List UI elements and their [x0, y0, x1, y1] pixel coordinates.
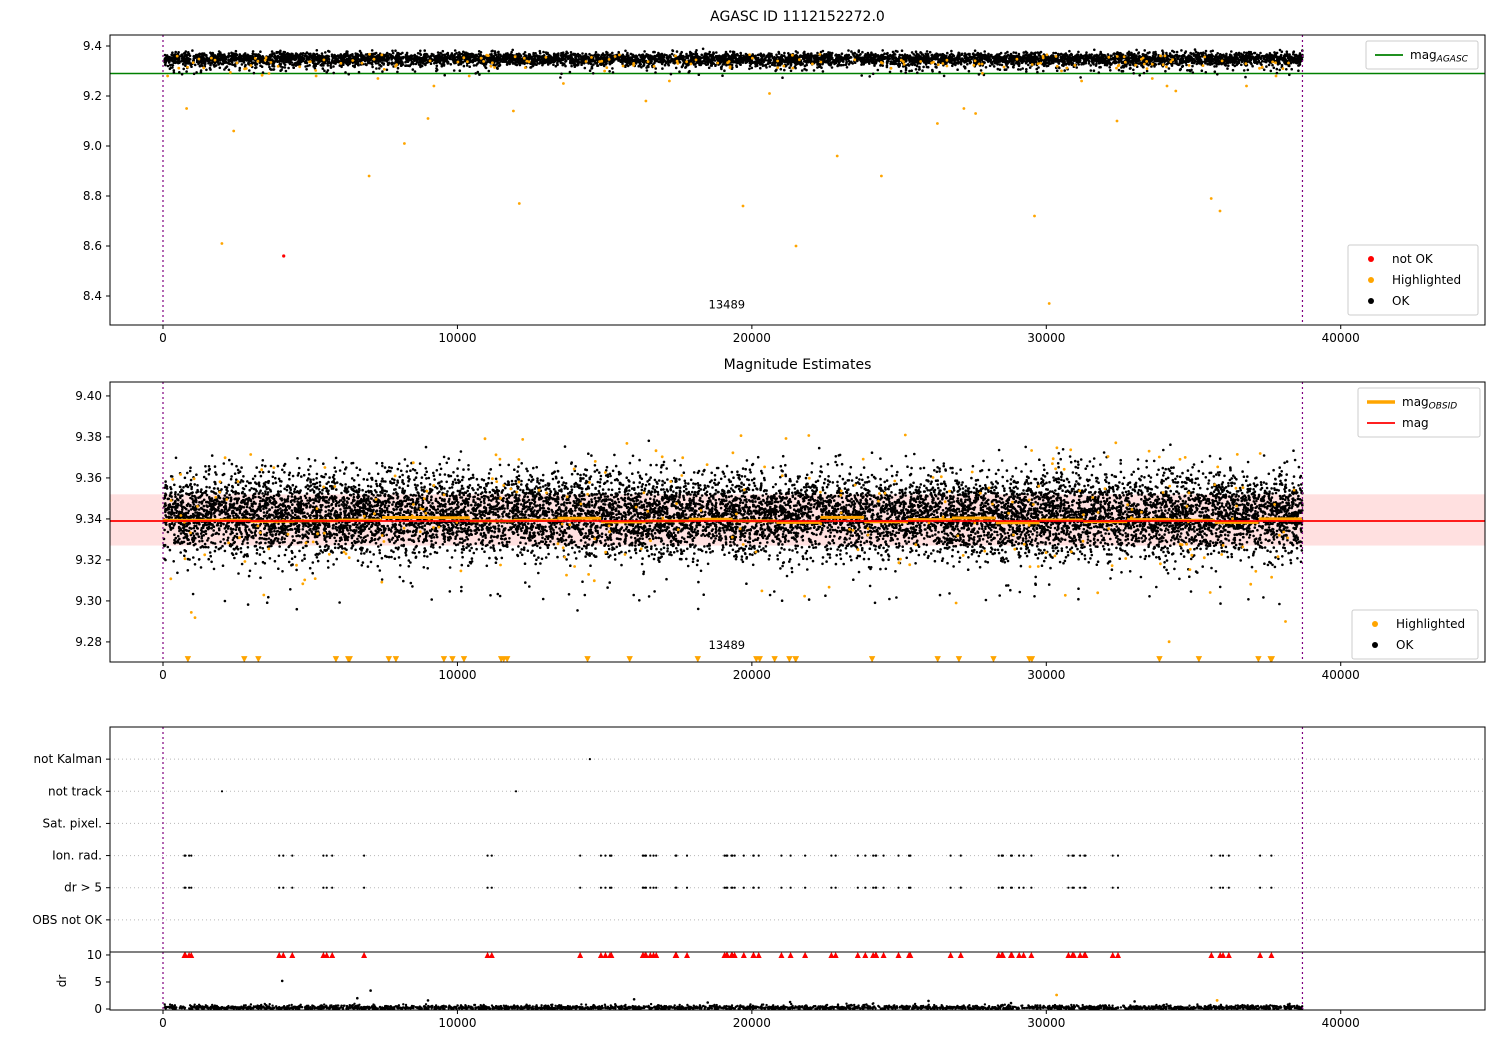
svg-text:0: 0 [159, 668, 167, 682]
svg-text:9.28: 9.28 [75, 635, 102, 649]
svg-text:8.8: 8.8 [83, 189, 102, 203]
svg-text:OBS not OK: OBS not OK [32, 913, 103, 927]
svg-text:30000: 30000 [1027, 668, 1065, 682]
svg-text:10000: 10000 [438, 331, 476, 345]
svg-text:40000: 40000 [1322, 668, 1360, 682]
svg-text:Highlighted: Highlighted [1392, 273, 1461, 287]
svg-text:9.2: 9.2 [83, 89, 102, 103]
svg-text:not track: not track [48, 784, 102, 798]
magnitude-estimates-plot: 13489 0 10000 20000 30000 40000 9.28 9.30 9.32 9.… [75, 381, 1486, 682]
svg-text:dr > 5: dr > 5 [64, 881, 102, 895]
svg-text:30000: 30000 [1027, 331, 1065, 345]
svg-text:9.40: 9.40 [75, 389, 102, 403]
svg-text:9.38: 9.38 [75, 430, 102, 444]
svg-text:20000: 20000 [733, 1016, 771, 1030]
svg-text:0: 0 [159, 1016, 167, 1030]
svg-text:20000: 20000 [733, 668, 771, 682]
svg-text:5: 5 [94, 975, 102, 989]
svg-text:Ion. rad.: Ion. rad. [52, 849, 102, 863]
svg-text:10: 10 [87, 948, 102, 962]
svg-text:Highlighted: Highlighted [1396, 617, 1465, 631]
svg-text:40000: 40000 [1322, 331, 1360, 345]
svg-text:9.30: 9.30 [75, 594, 102, 608]
svg-text:0: 0 [159, 331, 167, 345]
svg-text:10000: 10000 [438, 1016, 476, 1030]
svg-text:0: 0 [94, 1002, 102, 1016]
svg-text:9.32: 9.32 [75, 553, 102, 567]
svg-text:30000: 30000 [1027, 1016, 1065, 1030]
svg-text:13489: 13489 [709, 638, 746, 652]
svg-text:9.4: 9.4 [83, 39, 102, 53]
chart1-title: AGASC ID 1112152272.0 [710, 9, 885, 25]
chart2-title: Magnitude Estimates [723, 357, 872, 373]
flags-plot: not Kalman not track Sat. pixel. Ion. rad. d… [32, 726, 1486, 1030]
svg-text:20000: 20000 [733, 331, 771, 345]
svg-text:9.36: 9.36 [75, 471, 102, 485]
svg-text:10000: 10000 [438, 668, 476, 682]
svg-text:dr: dr [55, 975, 69, 988]
svg-text:9.34: 9.34 [75, 512, 102, 526]
svg-text:not Kalman: not Kalman [34, 752, 102, 766]
svg-text:8.4: 8.4 [83, 289, 102, 303]
svg-text:OK: OK [1396, 638, 1414, 652]
magnitude-scatter-plot: 13489 0 10000 20000 30000 40000 8.4 8.6 8.8 9.0 9.… [83, 34, 1486, 345]
svg-text:9.0: 9.0 [83, 139, 102, 153]
svg-text:Sat. pixel.: Sat. pixel. [42, 816, 102, 830]
svg-text:8.6: 8.6 [83, 239, 102, 253]
svg-text:mag: mag [1402, 416, 1429, 430]
svg-text:not OK: not OK [1392, 252, 1434, 266]
svg-text:OK: OK [1392, 294, 1410, 308]
svg-text:13489: 13489 [709, 298, 746, 312]
svg-text:40000: 40000 [1322, 1016, 1360, 1030]
